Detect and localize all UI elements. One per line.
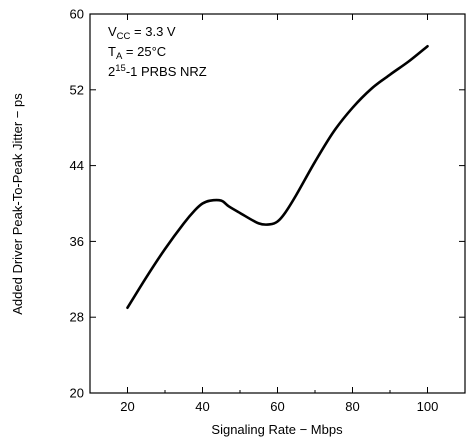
x-axis-label: Signaling Rate − Mbps	[211, 422, 343, 437]
x-tick-label: 40	[195, 399, 209, 414]
y-tick-label: 52	[70, 82, 84, 97]
y-tick-label: 20	[70, 386, 84, 401]
annotation-ta: TA = 25°C	[108, 44, 166, 62]
y-tick-label: 28	[70, 310, 84, 325]
x-tick-label: 60	[270, 399, 284, 414]
ticks-layer: 20 40 60 80 100 20 28 36 44 52 60	[70, 7, 465, 414]
x-tick-label: 20	[120, 399, 134, 414]
y-tick-label: 60	[70, 7, 84, 22]
x-tick-label: 100	[417, 399, 439, 414]
annotation-vcc: VCC = 3.3 V	[108, 24, 176, 42]
y-tick-label: 36	[70, 234, 84, 249]
series-layer	[126, 44, 429, 310]
x-tick-label: 80	[345, 399, 359, 414]
y-axis-label: Added Driver Peak-To-Peak Jitter − ps	[10, 93, 25, 315]
series-line	[126, 44, 429, 310]
y-tick-label: 44	[70, 158, 84, 173]
annotation-prbs: 215-1 PRBS NRZ	[108, 63, 207, 79]
